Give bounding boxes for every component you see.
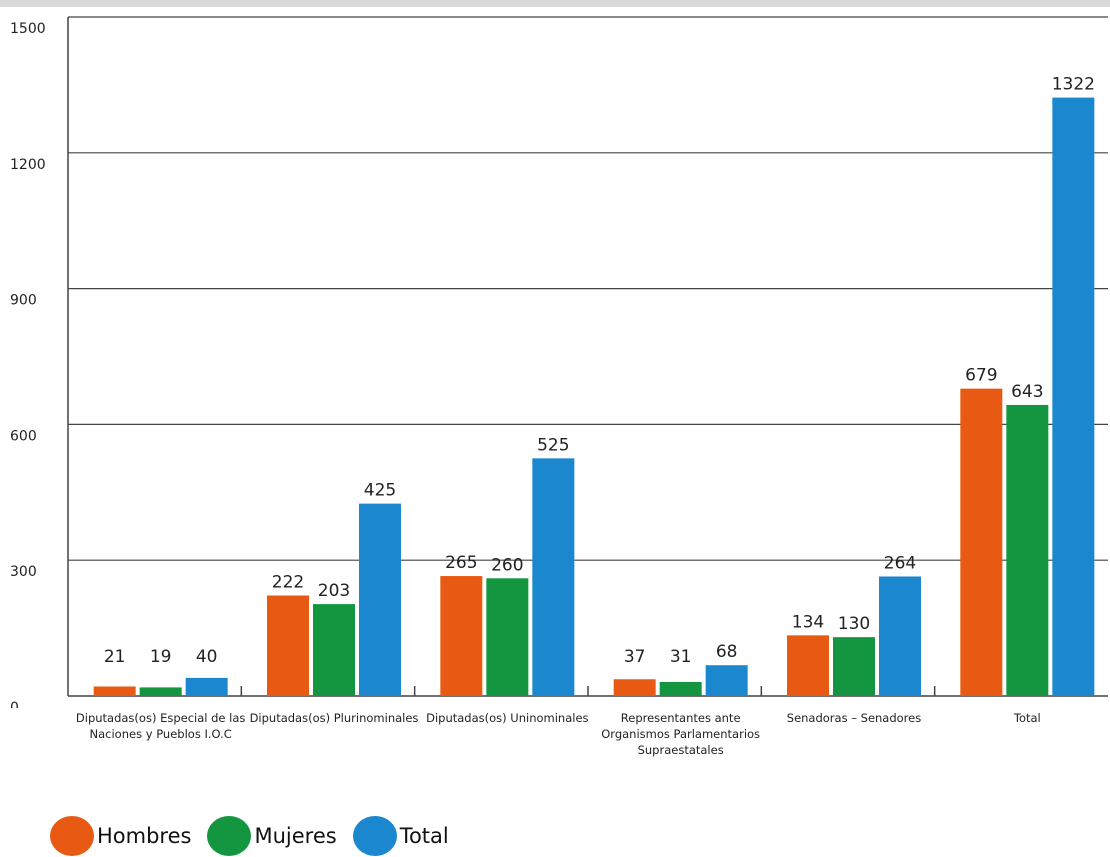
bar-chart: 0 300 600 900 1200 1500 21 19 40 222 203 425 265 260…: [10, 16, 1108, 708]
data-label-mujeres-0: 19: [150, 647, 172, 667]
bar-total-4: [879, 576, 921, 696]
data-label-total-0: 40: [196, 647, 218, 667]
legend-swatch: [207, 816, 252, 856]
bar-total-1: [359, 503, 401, 696]
axes: [67, 17, 1108, 697]
bar-total-0: [185, 677, 228, 696]
top-border: [0, 0, 1110, 7]
x-category-label: Senadoras – Senadores: [786, 711, 922, 725]
x-category-label: Diputadas(os) Uninominales: [426, 711, 589, 725]
legend-item-total: Total: [352, 816, 449, 856]
data-label-hombres-3: 37: [624, 647, 646, 667]
legend-label: Total: [399, 824, 449, 848]
legend-item-mujeres: Mujeres: [207, 816, 337, 856]
bar-mujeres-1: [313, 604, 355, 696]
data-label-mujeres-5: 643: [1011, 382, 1043, 402]
bar-hombres-5: [960, 388, 1003, 696]
bar-total-2: [532, 458, 575, 696]
data-label-mujeres-1: 203: [318, 581, 350, 601]
data-labels: 21 19 40 222 203 425 265 260 525 37 31 68 134 130 264 6…: [104, 75, 1095, 667]
y-tick-label: 600: [10, 428, 37, 444]
bar-total-3: [705, 665, 748, 696]
bar-hombres-4: [787, 635, 829, 696]
data-label-hombres-4: 134: [792, 612, 824, 632]
x-category-label: Diputadas(os) Plurinominales: [249, 711, 419, 725]
bar-total-5: [1052, 97, 1095, 697]
y-tick-label: 0: [10, 700, 19, 708]
x-category-label: Representantes ante Organismos Parlament…: [601, 711, 761, 757]
data-label-mujeres-2: 260: [491, 555, 523, 575]
data-label-total-3: 68: [716, 642, 738, 662]
data-label-hombres-2: 265: [445, 553, 477, 573]
legend-swatch: [50, 816, 94, 856]
data-label-total-1: 425: [364, 481, 396, 501]
legend-item-hombres: Hombres: [50, 816, 191, 856]
y-tick-label: 300: [10, 564, 37, 580]
bar-mujeres-0: [139, 687, 182, 696]
data-label-total-2: 525: [537, 435, 569, 455]
bar-hombres-0: [93, 686, 136, 696]
data-label-mujeres-4: 130: [838, 614, 870, 634]
y-tick-label: 900: [10, 293, 37, 309]
legend-label: Hombres: [97, 824, 192, 848]
bar-hombres-2: [440, 576, 483, 696]
y-tick-label: 1500: [10, 21, 46, 37]
x-axis-categories: Diputadas(os) Especial de las Naciones y…: [0, 708, 1110, 798]
data-label-hombres-0: 21: [104, 647, 126, 667]
bar-hombres-1: [267, 595, 309, 696]
bar-mujeres-4: [833, 637, 875, 696]
bar-hombres-3: [613, 679, 656, 696]
data-label-mujeres-3: 31: [670, 647, 692, 667]
y-tick-label: 1200: [10, 157, 46, 173]
x-category-label: Total: [1013, 711, 1041, 725]
bars: [93, 97, 1095, 697]
x-category-label: Diputadas(os) Especial de las Naciones y…: [75, 711, 246, 741]
data-label-total-4: 264: [884, 553, 916, 573]
data-label-hombres-5: 679: [965, 366, 997, 386]
legend-swatch: [352, 816, 397, 856]
legend: Hombres Mujeres Total: [50, 815, 449, 857]
y-axis-ticks: 0 300 600 900 1200 1500: [10, 21, 46, 708]
legend-label: Mujeres: [254, 824, 337, 848]
bar-mujeres-2: [486, 578, 529, 696]
data-label-total-5: 1322: [1052, 75, 1095, 95]
data-label-hombres-1: 222: [272, 573, 304, 593]
bar-mujeres-3: [659, 681, 702, 696]
bar-mujeres-5: [1006, 404, 1049, 696]
grid-lines: [68, 16, 1108, 561]
